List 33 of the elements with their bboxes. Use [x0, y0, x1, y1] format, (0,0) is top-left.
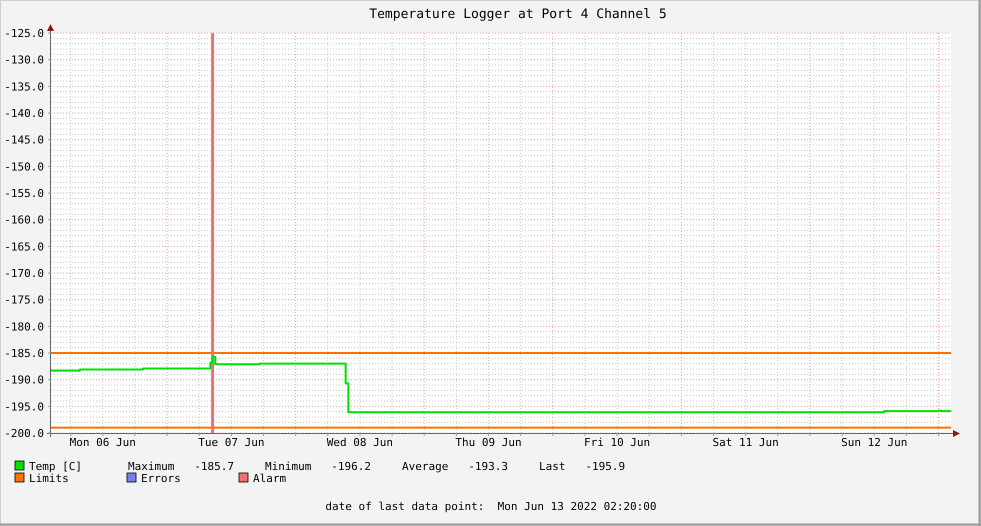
legend-label: Limits: [29, 472, 69, 485]
y-tick-label: -195.0: [4, 400, 44, 414]
chart-title: Temperature Logger at Port 4 Channel 5: [369, 7, 667, 22]
y-tick-label: -135.0: [4, 80, 44, 94]
y-tick-label: -150.0: [4, 160, 44, 174]
text: Last -195.9: [539, 460, 626, 473]
y-tick-label: -140.0: [4, 107, 44, 120]
y-tick-label: -185.0: [4, 347, 44, 360]
text: Average -193.3: [402, 460, 508, 473]
x-tick-label: Fri 10 Jun: [584, 436, 650, 449]
y-tick-label: -160.0: [4, 214, 44, 227]
y-tick-label: -155.0: [4, 187, 44, 200]
y-tick-label: -145.0: [4, 134, 44, 147]
legend-label: Errors: [141, 472, 181, 485]
y-tick-label: -125.0: [4, 27, 44, 40]
y-tick-label: -175.0: [4, 294, 44, 307]
y-tick-label: -190.0: [4, 374, 44, 387]
x-tick-label: Mon 06 Jun: [70, 436, 136, 449]
x-tick-label: Tue 07 Jun: [198, 436, 264, 449]
y-tick-label: -165.0: [4, 240, 44, 254]
text: Maximum -185.7: [128, 460, 234, 473]
legend-label: Temp [C]: [29, 460, 82, 473]
x-tick-label: Wed 08 Jun: [326, 436, 394, 449]
legend-label: Alarm: [253, 472, 286, 485]
y-tick-label: -170.0: [4, 267, 44, 280]
text: Minimum -196.2: [265, 460, 371, 473]
x-tick-label: Thu 09 Jun: [455, 436, 522, 449]
y-tick-label: -180.0: [4, 320, 44, 334]
x-tick-label: Sun 12 Jun: [841, 436, 908, 449]
y-tick-label: -200.0: [4, 427, 44, 440]
text: date of last data point: Mon Jun 13 2022 02:20:00: [325, 500, 657, 513]
x-tick-label: Sat 11 Jun: [712, 436, 779, 449]
y-tick-label: -130.0: [4, 54, 44, 67]
